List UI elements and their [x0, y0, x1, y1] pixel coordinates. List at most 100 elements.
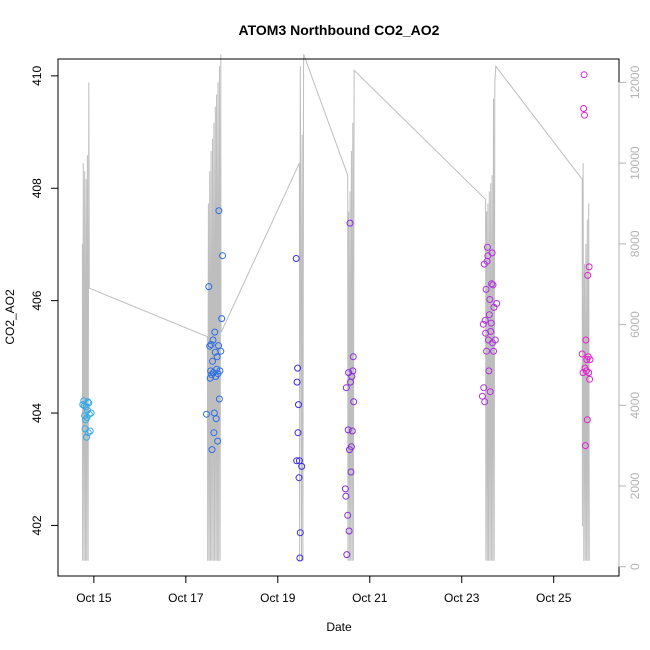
- data-point: [344, 426, 352, 434]
- data-point: [486, 296, 494, 303]
- data-point: [296, 529, 304, 537]
- data-point: [209, 336, 217, 344]
- y-tick-label: 402: [30, 515, 44, 535]
- y2-tick-label: 12000: [628, 65, 642, 99]
- data-point: [488, 249, 496, 257]
- data-point: [86, 427, 94, 435]
- x-tick-label: Oct 23: [444, 591, 480, 605]
- x-tick-label: Oct 15: [76, 591, 112, 605]
- x-tick-label: Oct 21: [352, 591, 388, 605]
- data-point: [349, 353, 357, 361]
- data-point: [486, 388, 494, 396]
- data-point: [580, 71, 588, 79]
- data-point: [210, 429, 218, 437]
- y2-tick-label: 0: [628, 563, 642, 570]
- y2-tick-label: 10000: [628, 146, 642, 180]
- data-point: [342, 384, 350, 392]
- data-point: [219, 252, 227, 260]
- data-point: [215, 395, 223, 403]
- y-tick-label: 404: [30, 403, 44, 423]
- y-axis-label: CO2_AO2: [3, 289, 17, 345]
- data-point: [485, 311, 493, 319]
- y-tick-label: 408: [30, 178, 44, 198]
- data-point: [213, 365, 221, 373]
- data-point: [481, 398, 489, 406]
- data-point: [341, 485, 349, 493]
- y2-tick-label: 2000: [628, 472, 642, 499]
- x-axis: Oct 15 Oct 17 Oct 19 Oct 21 Oct 23 Oct 25: [76, 575, 572, 605]
- data-point: [586, 375, 594, 383]
- data-point: [87, 409, 95, 417]
- data-point: [346, 219, 354, 227]
- data-point: [347, 468, 355, 476]
- data-point: [490, 347, 497, 355]
- data-point: [298, 462, 306, 470]
- data-point: [293, 378, 301, 386]
- data-point: [209, 357, 216, 365]
- data-point: [489, 281, 497, 289]
- data-point: [482, 285, 490, 293]
- data-point: [213, 353, 221, 361]
- data-point: [479, 320, 487, 328]
- data-point: [207, 341, 215, 348]
- data-point: [294, 429, 302, 437]
- data-point: [295, 474, 303, 482]
- data-point: [296, 554, 304, 562]
- data-point: [487, 319, 495, 327]
- data-point: [211, 328, 219, 336]
- data-point: [583, 416, 591, 424]
- y-axis-right: 0 2000 4000 6000 8000 10000 12000: [618, 65, 642, 570]
- data-point: [581, 442, 589, 450]
- data-point: [214, 437, 222, 445]
- data-point: [218, 315, 226, 323]
- data-point: [485, 367, 493, 375]
- data-point: [83, 433, 90, 441]
- y2-tick-label: 6000: [628, 311, 642, 338]
- data-point: [350, 398, 358, 406]
- altitude-layer: [81, 54, 590, 561]
- data-point: [582, 336, 590, 344]
- data-point: [483, 347, 491, 355]
- data-point: [585, 263, 593, 271]
- data-point: [481, 316, 489, 324]
- data-point: [584, 271, 592, 279]
- data-point: [347, 443, 355, 451]
- data-point: [84, 429, 92, 437]
- data-point: [206, 342, 214, 350]
- y-tick-label: 406: [30, 290, 44, 310]
- data-point: [578, 350, 586, 358]
- y-tick-label: 410: [30, 66, 44, 86]
- data-point: [205, 283, 213, 291]
- data-point: [480, 384, 488, 392]
- data-point: [585, 369, 593, 377]
- data-point: [484, 243, 491, 251]
- data-point: [488, 280, 496, 288]
- data-point: [85, 399, 93, 407]
- data-point: [344, 511, 352, 519]
- data-point: [217, 347, 225, 355]
- data-point: [349, 367, 357, 375]
- x-tick-label: Oct 19: [260, 591, 296, 605]
- data-point: [215, 207, 223, 215]
- y2-tick-label: 8000: [628, 230, 642, 257]
- x-tick-label: Oct 25: [536, 591, 572, 605]
- data-point: [293, 457, 301, 465]
- chart-title: ATOM3 Northbound CO2_AO2: [239, 22, 440, 38]
- points-layer: [79, 71, 594, 562]
- data-point: [478, 392, 486, 400]
- data-point: [342, 492, 350, 500]
- data-point: [84, 398, 92, 406]
- data-point: [487, 328, 495, 335]
- data-point: [345, 527, 353, 535]
- data-point: [581, 111, 588, 119]
- data-point: [216, 367, 224, 375]
- y2-tick-label: 4000: [628, 392, 642, 419]
- data-point: [203, 410, 210, 418]
- data-point: [212, 415, 220, 423]
- y-axis-left: 402 404 406 408 410: [30, 66, 59, 535]
- altitude-series-line: [81, 54, 590, 561]
- data-point: [295, 401, 302, 409]
- data-point: [208, 371, 216, 379]
- data-point: [493, 300, 501, 307]
- data-point: [580, 105, 588, 112]
